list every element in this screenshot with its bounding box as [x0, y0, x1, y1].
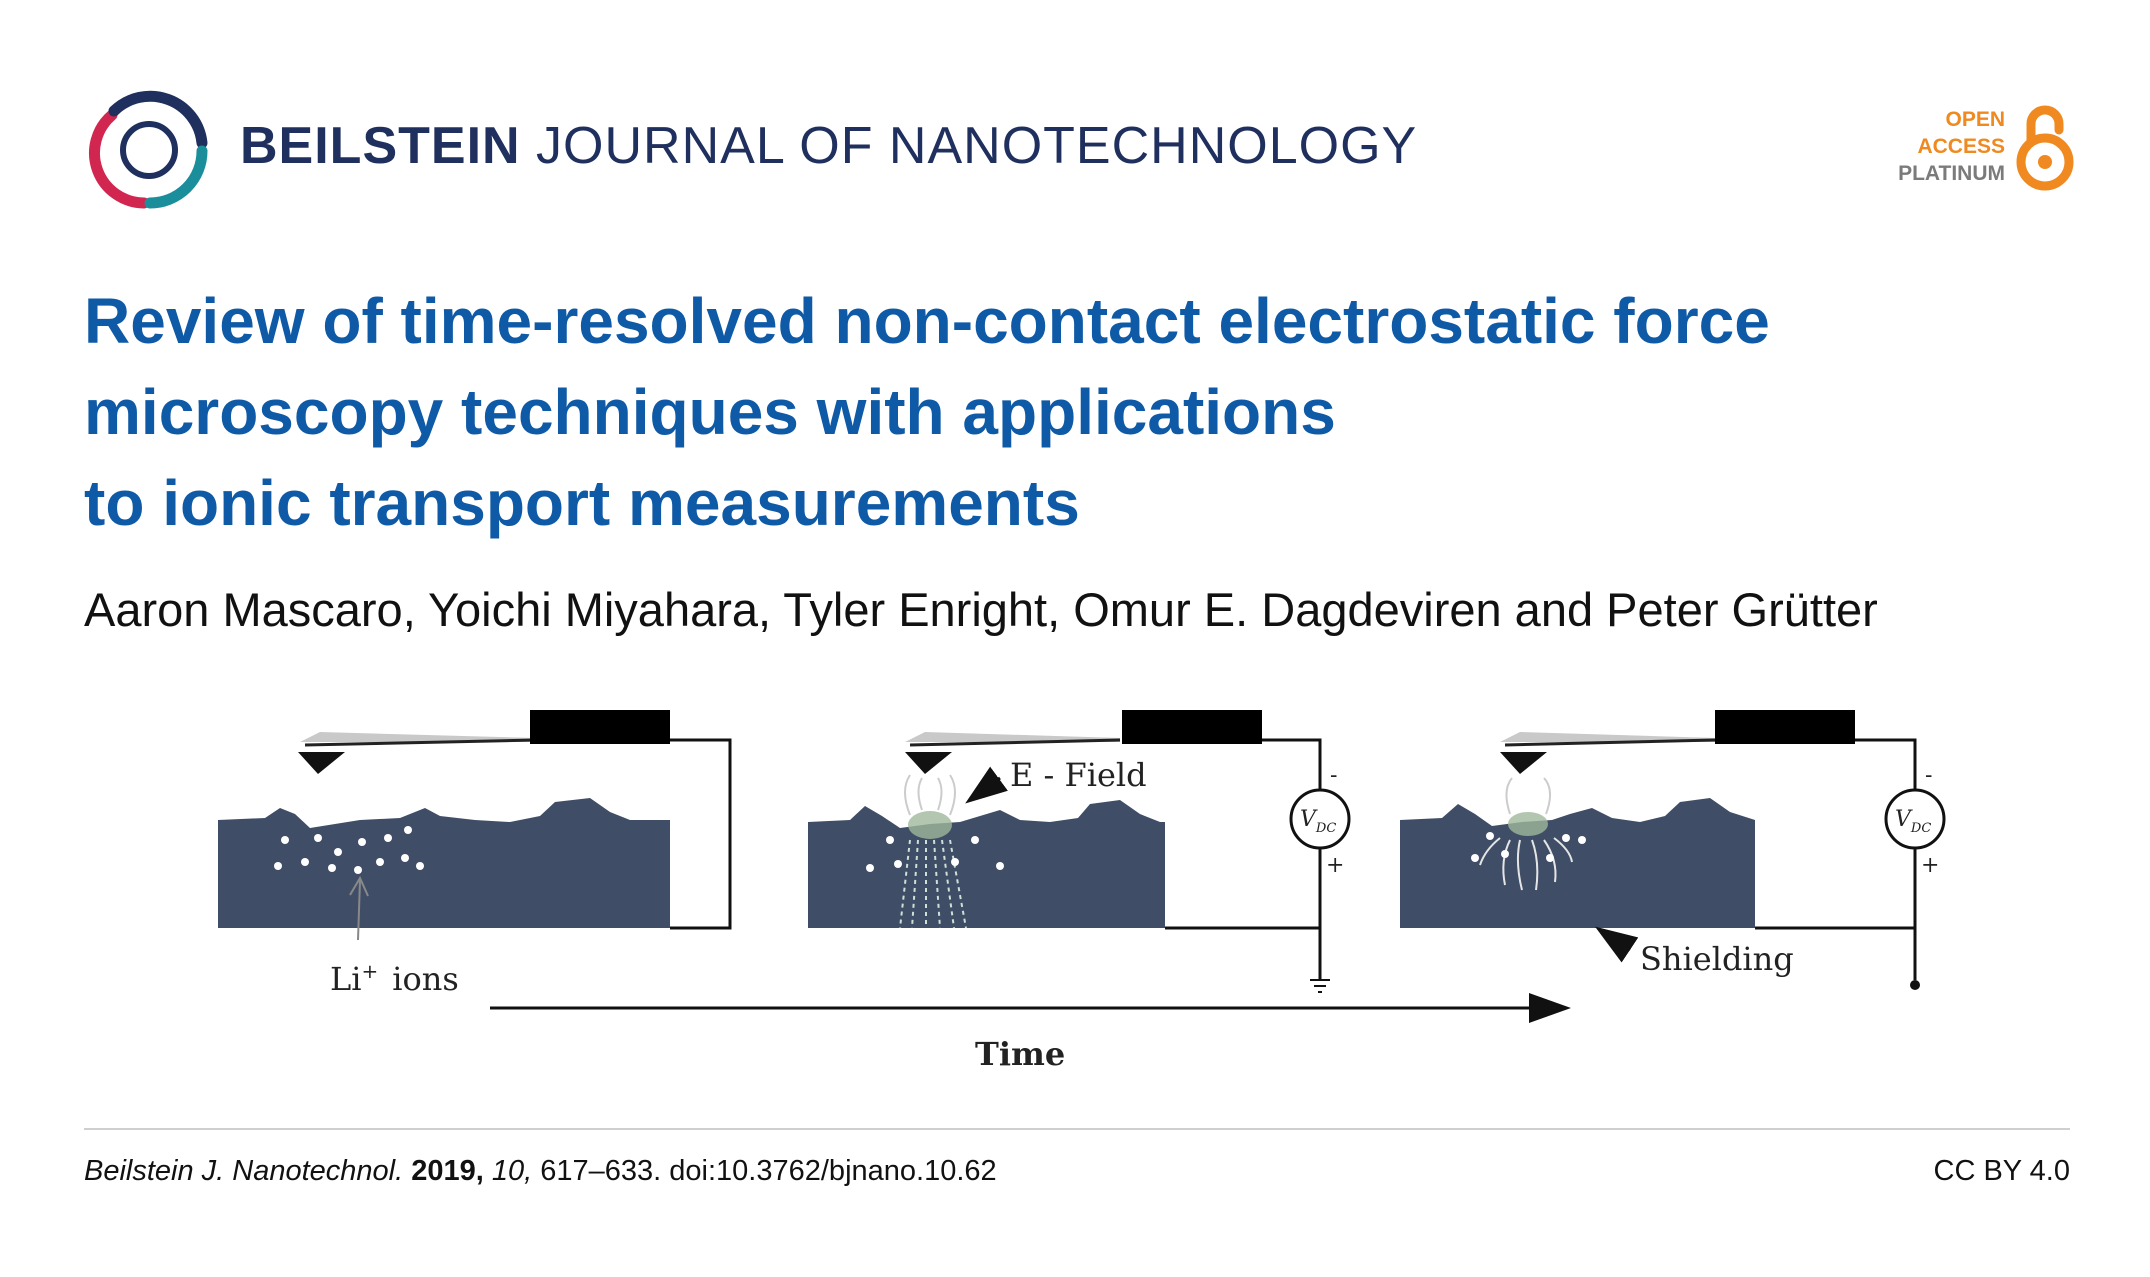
logo-arc-teal: [144, 145, 208, 209]
piezo-block: [1715, 710, 1855, 744]
logo-arc-navy: [108, 90, 208, 149]
title-line-3: to ionic transport measurements: [84, 467, 1080, 539]
citation: Beilstein J. Nanotechnol. 2019, 10, 617–…: [84, 1155, 997, 1188]
open-lock-icon: [2016, 105, 2074, 191]
tip: [298, 752, 345, 774]
citation-pages-doi[interactable]: 617–633. doi:10.3762/bjnano.10.62: [540, 1155, 997, 1187]
vdc-label: VDC: [1300, 807, 1336, 836]
journal-abbrev: Beilstein J. Nanotechnol.: [84, 1155, 404, 1187]
li-label: Li+ ions: [330, 959, 459, 998]
minus-sign: -: [1330, 763, 1337, 788]
voltage-source: [1289, 788, 1351, 850]
article-title: Review of time-resolved non-contact elec…: [84, 276, 1984, 549]
citation-year: 2019,: [411, 1155, 484, 1187]
time-label: Time: [975, 1035, 1065, 1073]
cantilever: [300, 732, 535, 742]
journal-name-light: JOURNAL OF NANOTECHNOLOGY: [536, 117, 1418, 175]
journal-name: BEILSTEIN JOURNAL OF NANOTECHNOLOGY: [240, 116, 1417, 176]
badge-line-open: OPEN: [1945, 108, 2005, 131]
panel-efield: VDC - + E - Field: [808, 710, 1351, 993]
piezo-block: [530, 710, 670, 744]
vdc-label: VDC: [1895, 807, 1931, 836]
article-authors: Aaron Mascaro, Yoichi Miyahara, Tyler En…: [84, 583, 1878, 636]
panel-shielding: VDC - + Shielding: [1400, 710, 1946, 990]
license-label[interactable]: CC BY 4.0: [1933, 1155, 2070, 1187]
cantilever: [905, 732, 1120, 742]
piezo-block: [1122, 710, 1262, 744]
badge-line-platinum: PLATINUM: [1898, 162, 2005, 185]
cantilever: [1500, 732, 1715, 742]
citation-volume: 10,: [491, 1155, 533, 1187]
shielding-lines: [1479, 837, 1573, 891]
voltage-source: [1884, 788, 1946, 850]
graphical-abstract: Li+ ions VDC - + E - Field: [218, 710, 1946, 1073]
logo-arc-red: [89, 109, 150, 209]
footer-divider: [84, 1128, 2070, 1130]
tip: [905, 752, 952, 774]
efield-label: E - Field: [1010, 756, 1147, 794]
sample-block: [218, 798, 670, 928]
plus-sign: +: [1326, 853, 1344, 878]
plus-sign: +: [1921, 853, 1939, 878]
sample-block: [1400, 798, 1755, 928]
sample-block: [808, 800, 1165, 928]
open-access-badge: OPEN ACCESS PLATINUM: [1875, 96, 2075, 196]
journal-name-bold: BEILSTEIN: [240, 117, 521, 175]
badge-line-access: ACCESS: [1917, 135, 2005, 158]
title-line-2: microscopy techniques with applications: [84, 376, 1336, 448]
circuit-wire: [670, 738, 732, 930]
li-ions: [274, 826, 424, 874]
journal-logo: [89, 90, 208, 209]
tip: [1500, 752, 1547, 774]
shielding-label: Shielding: [1640, 940, 1794, 978]
panel-initial: Li+ ions: [218, 710, 732, 998]
minus-sign: -: [1925, 763, 1932, 788]
open-access-text: OPEN ACCESS PLATINUM: [1898, 106, 2005, 187]
title-line-1: Review of time-resolved non-contact elec…: [84, 285, 1770, 357]
logo-inner-ring: [120, 121, 178, 179]
